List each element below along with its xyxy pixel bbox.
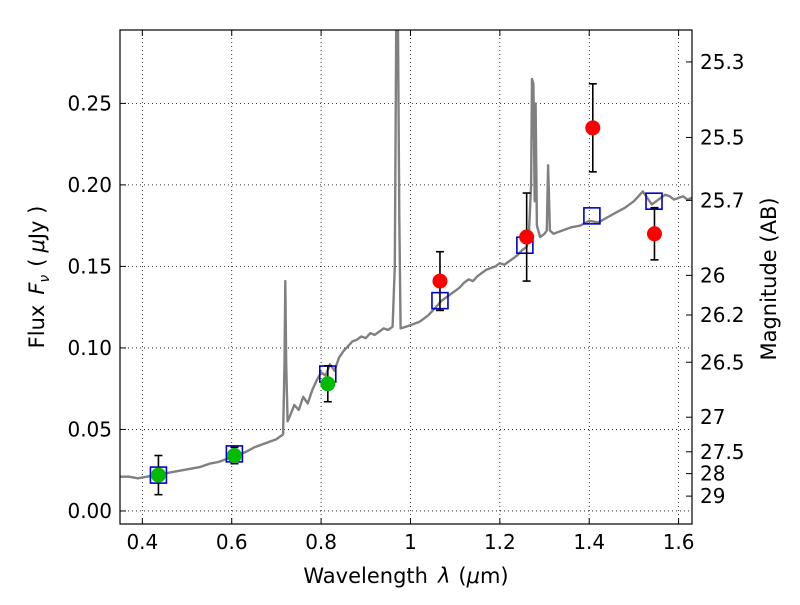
plot-frame	[119, 29, 693, 525]
green-data-point	[226, 448, 242, 464]
green-data-point	[150, 467, 166, 483]
spectrum-line	[120, 30, 692, 480]
red-data-point	[519, 229, 535, 245]
grid-layer	[120, 30, 692, 524]
y2-tick-label: 26.2	[700, 303, 745, 327]
red-data-point	[646, 226, 662, 242]
y-tick-label: 0.00	[67, 499, 112, 523]
y-tick-label: 0.10	[67, 336, 112, 360]
x-tick-label: 0.4	[126, 530, 158, 554]
y2-tick-label: 26	[700, 263, 725, 287]
model-box-marker	[583, 207, 601, 225]
tick-layer: 0.4 0.6 0.8 1 1.2 1.4 1.6 0.00 0.05 0.10 0.15 0.20 0…	[67, 30, 745, 554]
red-data-point	[432, 273, 448, 289]
y-tick-label: 0.25	[67, 91, 112, 115]
x-tick-label: 1.4	[573, 530, 605, 554]
y2-tick-label: 27.5	[700, 440, 745, 464]
y2-tick-label: 27	[700, 405, 725, 429]
y2-tick-label: 28	[700, 462, 725, 486]
marker-layer	[149, 83, 663, 496]
y-axis-title: FluxFν(μJy )	[25, 206, 53, 349]
y-tick-label: 0.05	[67, 417, 112, 441]
y2-tick-label: 25.3	[700, 50, 745, 74]
x-tick-label: 1	[404, 530, 417, 554]
x-axis-title: Wavelength λ (μm)	[303, 564, 508, 588]
red-data-point	[585, 120, 601, 136]
spectrum-layer	[120, 30, 692, 480]
x-tick-label: 1.6	[663, 530, 695, 554]
green-data-point	[320, 376, 336, 392]
y2-tick-label: 29	[700, 484, 725, 508]
y2-tick-label: 25.5	[700, 125, 745, 149]
y-tick-label: 0.15	[67, 254, 112, 278]
x-tick-label: 0.6	[216, 530, 248, 554]
y-tick-label: 0.20	[67, 173, 112, 197]
y2-tick-label: 26.5	[700, 350, 745, 374]
x-tick-label: 1.2	[484, 530, 516, 554]
y2-axis-title: Magnitude (AB)	[757, 197, 781, 360]
y2-tick-label: 25.7	[700, 188, 745, 212]
x-tick-label: 0.8	[305, 530, 337, 554]
